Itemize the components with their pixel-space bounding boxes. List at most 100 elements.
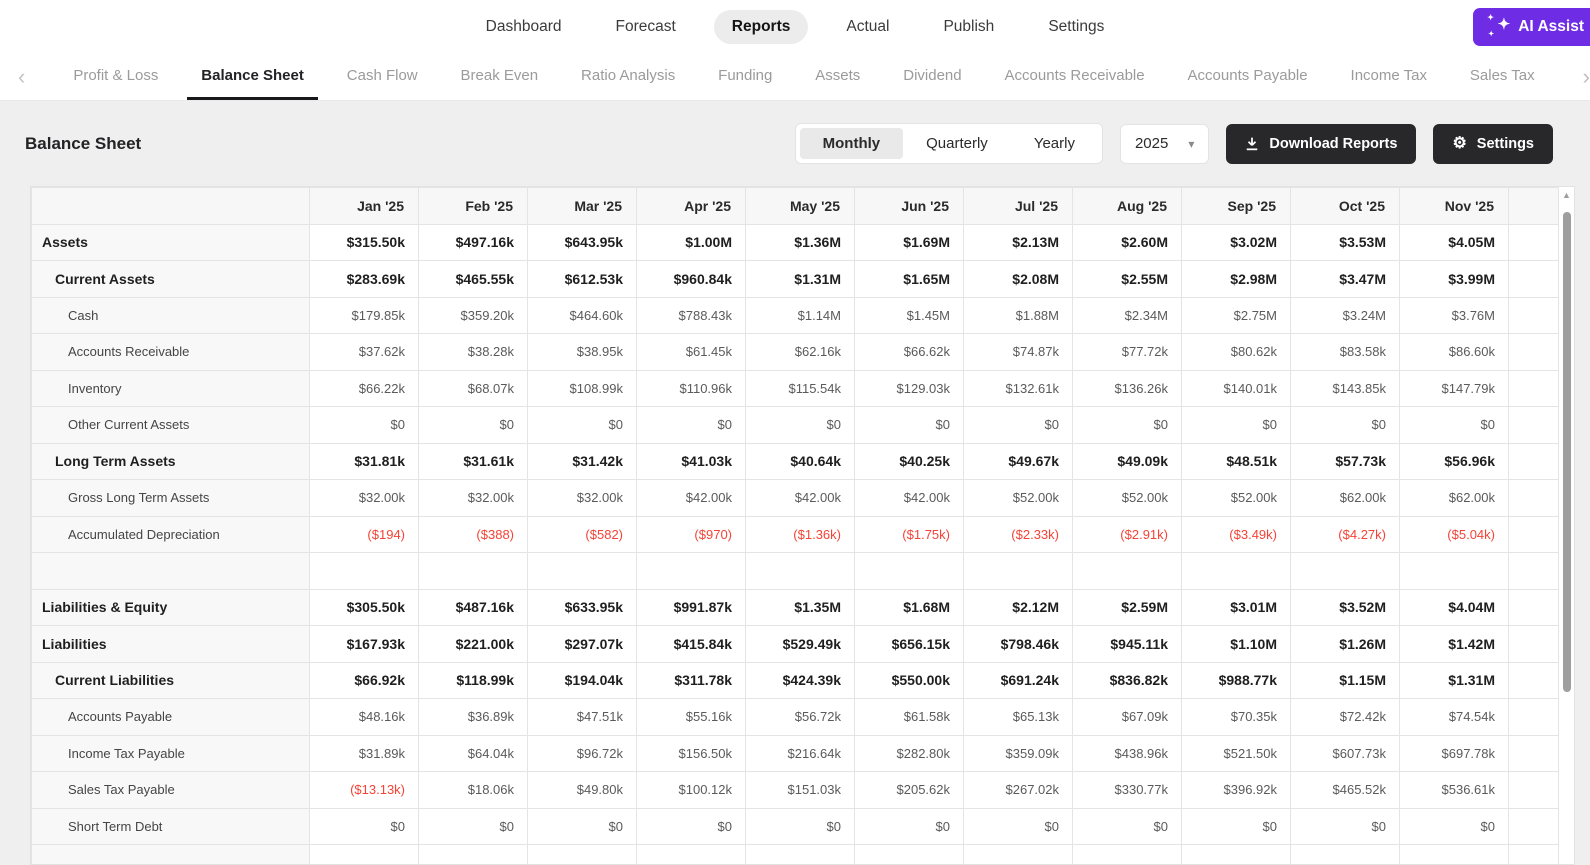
- top-nav-links: Dashboard Forecast Reports Actual Publish Set…: [470, 10, 1121, 44]
- cell-value: $1.14M: [745, 296, 855, 334]
- cell-value: $0: [418, 406, 528, 444]
- cell-value: $0: [418, 807, 528, 845]
- nav-item-settings[interactable]: Settings: [1048, 18, 1105, 35]
- cell-value: [1399, 552, 1509, 590]
- cell-value: $156.50k: [636, 734, 746, 772]
- cell-value: $147.79k: [1399, 369, 1509, 407]
- cell-value: $3.76M: [1399, 296, 1509, 334]
- period-option-quarterly[interactable]: Quarterly: [926, 135, 988, 152]
- cell-trailing: [1508, 333, 1559, 371]
- cell-trailing: [1508, 661, 1559, 699]
- cell-value: $836.82k: [1072, 661, 1182, 699]
- vertical-scrollbar[interactable]: ▲: [1559, 187, 1574, 864]
- tab-ratio-analysis[interactable]: Ratio Analysis: [581, 67, 676, 84]
- period-option-yearly[interactable]: Yearly: [1033, 135, 1075, 152]
- cell-value: $643.95k: [527, 223, 637, 261]
- cell-value: $61.58k: [854, 698, 964, 736]
- cell-value: [309, 844, 419, 864]
- tab-cash-flow[interactable]: Cash Flow: [346, 67, 418, 84]
- ai-assist-label: AI Assist: [1518, 18, 1584, 35]
- tab-sales-tax[interactable]: Sales Tax: [1469, 67, 1535, 84]
- tab-accounts-payable[interactable]: Accounts Payable: [1187, 67, 1308, 84]
- column-header-may-25: May '25: [745, 187, 855, 225]
- cell-value: [418, 844, 528, 864]
- nav-item-forecast[interactable]: Forecast: [615, 18, 676, 35]
- cell-value: $96.72k: [527, 734, 637, 772]
- cell-value: $83.58k: [1290, 333, 1400, 371]
- settings-button[interactable]: ⚙ Settings: [1433, 123, 1553, 164]
- cell-value: ($2.91k): [1072, 515, 1182, 553]
- tab-balance-sheet[interactable]: Balance Sheet: [187, 54, 318, 100]
- cell-trailing: [1508, 807, 1559, 845]
- cell-value: ($3.49k): [1181, 515, 1291, 553]
- cell-value: $52.00k: [1072, 479, 1182, 517]
- cell-value: [1072, 844, 1182, 864]
- scroll-up-icon[interactable]: ▲: [1562, 190, 1571, 200]
- table-row-income-tax-payable: Income Tax Payable $31.89k $64.04k $96.72k $…: [31, 734, 1559, 772]
- cell-value: $194.04k: [527, 661, 637, 699]
- period-option-monthly[interactable]: Monthly: [799, 128, 904, 159]
- cell-value: $0: [1399, 406, 1509, 444]
- cell-value: $3.24M: [1290, 296, 1400, 334]
- download-reports-button[interactable]: Download Reports: [1226, 123, 1417, 164]
- cell-value: $415.84k: [636, 625, 746, 663]
- tab-profit-loss[interactable]: Profit & Loss: [73, 67, 159, 84]
- ai-assist-button[interactable]: ✦ ✦ ✦ AI Assist: [1473, 8, 1590, 46]
- cell-value: [745, 844, 855, 864]
- cell-value: $40.25k: [854, 442, 964, 480]
- cell-value: $1.68M: [854, 588, 964, 626]
- cell-value: [1181, 844, 1291, 864]
- cell-value: [1072, 552, 1182, 590]
- tab-accounts-receivable[interactable]: Accounts Receivable: [1004, 67, 1145, 84]
- table-row-liabilities: Liabilities $167.93k $221.00k $297.07k $415.…: [31, 625, 1559, 663]
- tab-break-even[interactable]: Break Even: [460, 67, 539, 84]
- cell-value: $80.62k: [1181, 333, 1291, 371]
- cell-value: $72.42k: [1290, 698, 1400, 736]
- report-tabs-bar: ‹ Profit & Loss Balance Sheet Cash Flow Bre…: [0, 54, 1590, 101]
- tab-income-tax[interactable]: Income Tax: [1350, 67, 1427, 84]
- cell-value: $487.16k: [418, 588, 528, 626]
- row-label: Inventory: [31, 369, 310, 407]
- column-header-mar-25: Mar '25: [527, 187, 637, 225]
- cell-value: $1.26M: [1290, 625, 1400, 663]
- tab-dividend[interactable]: Dividend: [903, 67, 962, 84]
- cell-value: $1.42M: [1399, 625, 1509, 663]
- nav-item-actual[interactable]: Actual: [846, 18, 890, 35]
- cell-value: ($13.13k): [309, 771, 419, 809]
- tab-funding[interactable]: Funding: [718, 67, 773, 84]
- cell-value: [854, 844, 964, 864]
- cell-value: $56.72k: [745, 698, 855, 736]
- cell-value: $438.96k: [1072, 734, 1182, 772]
- column-header-jan-25: Jan '25: [309, 187, 419, 225]
- row-label: Liabilities: [31, 625, 310, 663]
- partial-row: [31, 844, 1559, 864]
- nav-item-dashboard[interactable]: Dashboard: [485, 18, 562, 35]
- cell-value: $108.99k: [527, 369, 637, 407]
- cell-value: $945.11k: [1072, 625, 1182, 663]
- cell-value: ($2.33k): [963, 515, 1073, 553]
- row-label: Sales Tax Payable: [31, 771, 310, 809]
- cell-value: [1290, 844, 1400, 864]
- cell-value: $1.45M: [854, 296, 964, 334]
- nav-item-publish[interactable]: Publish: [943, 18, 995, 35]
- table-row-assets: Assets $315.50k $497.16k $643.95k $1.00M $1.3…: [31, 223, 1559, 261]
- sparkles-icon: ✦ ✦ ✦: [1487, 13, 1511, 39]
- year-select[interactable]: 2025 ▾: [1119, 123, 1210, 164]
- cell-value: $70.35k: [1181, 698, 1291, 736]
- cell-value: $788.43k: [636, 296, 746, 334]
- cell-value: $136.26k: [1072, 369, 1182, 407]
- cell-trailing: [1508, 552, 1559, 590]
- cell-value: $1.88M: [963, 296, 1073, 334]
- spacer-row: [31, 552, 1559, 590]
- cell-trailing: [1508, 588, 1559, 626]
- cell-value: $0: [854, 807, 964, 845]
- cell-value: ($1.36k): [745, 515, 855, 553]
- scrollbar-thumb[interactable]: [1562, 212, 1571, 692]
- chevron-left-icon[interactable]: ‹: [18, 64, 26, 89]
- nav-item-reports[interactable]: Reports: [713, 10, 809, 44]
- toolbar: Balance Sheet Monthly Quarterly Yearly 202…: [0, 101, 1590, 186]
- tab-assets[interactable]: Assets: [815, 67, 861, 84]
- cell-value: $140.01k: [1181, 369, 1291, 407]
- chevron-right-icon[interactable]: ›: [1582, 64, 1590, 89]
- cell-value: $0: [1290, 406, 1400, 444]
